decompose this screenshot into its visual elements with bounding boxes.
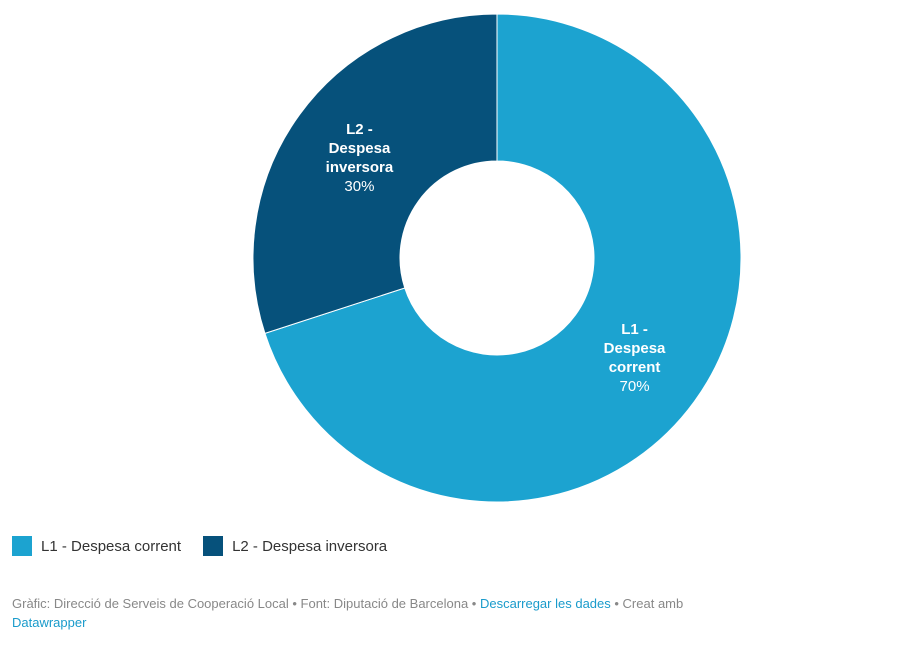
donut-svg — [252, 13, 742, 503]
legend-swatch-l2 — [203, 536, 224, 556]
donut-slice-1[interactable] — [264, 13, 742, 503]
footer-separator: • — [288, 596, 301, 611]
donut-slice-2[interactable] — [252, 13, 498, 335]
slice-label-value: 30% — [344, 178, 375, 196]
slice-label-name: L2 - Despesa inversora — [325, 121, 394, 177]
download-data-link[interactable]: Descarregar les dades — [479, 596, 611, 611]
legend-label-l1: L1 - Despesa corrent — [41, 537, 182, 555]
legend: L1 - Despesa corrent L2 - Despesa invers… — [12, 536, 409, 556]
footer-source: Font: Diputació de Barcelona — [300, 596, 469, 611]
footer-separator: • — [468, 596, 480, 611]
slice-label-2: L2 - Despesa inversora 30% — [326, 120, 394, 196]
slice-label-value: 70% — [619, 377, 650, 395]
datawrapper-link[interactable]: Datawrapper — [12, 615, 87, 630]
legend-item-l2[interactable]: L2 - Despesa inversora — [203, 536, 387, 556]
chart-footer: Gràfic: Direcció de Serveis de Cooperaci… — [12, 594, 912, 632]
footer-created-with: Creat amb — [622, 596, 684, 611]
slice-label-name: L1 - Despesa corrent — [603, 320, 666, 376]
footer-separator: • — [610, 596, 623, 611]
slice-label-1: L1 - Despesa corrent 70% — [604, 320, 666, 396]
donut-chart: L1 - Despesa corrent 70% L2 - Despesa inve… — [252, 13, 742, 503]
legend-swatch-l1 — [12, 536, 32, 556]
legend-item-l1[interactable]: L1 - Despesa corrent — [12, 536, 181, 556]
footer-chart-credit: Gràfic: Direcció de Serveis de Cooperaci… — [12, 596, 289, 611]
legend-label-l2: L2 - Despesa inversora — [232, 537, 388, 555]
